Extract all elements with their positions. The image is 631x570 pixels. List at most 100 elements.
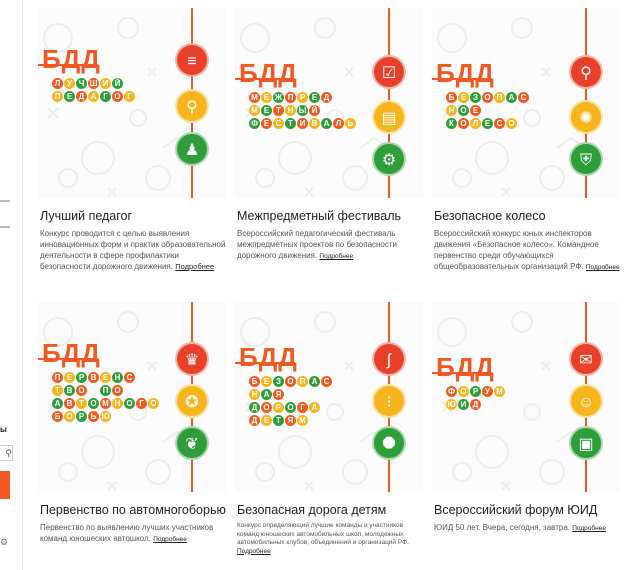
letter-tile: Р <box>297 92 308 103</box>
gear-icon[interactable]: ⚙ <box>0 537 9 547</box>
letter-tile: Р <box>76 372 87 383</box>
program-card[interactable]: БДД М Е Ж П Р Е Д М Е Т Н Ы Й Ф Е С Т И В А Л Ь ☑ ▤ ⚙ Межпредметны… <box>235 8 423 268</box>
program-card[interactable]: БДД Ф О Р У М Ю И Д ✉ ☺ ▣ Всероссийский форум ЮИД ЮИД… <box>432 302 620 562</box>
card-title[interactable]: Первенство по автомногоборью <box>40 503 226 517</box>
card-banner[interactable]: БДД П Е Р В Е Н С Т В О П О А В Т О М Н О Г О Б О Р Ь Ю ♛ ✪ ❦ <box>38 302 226 492</box>
letter-tile: Ь <box>345 118 356 129</box>
chat-icon: ✉ <box>569 342 603 376</box>
letter-tile: О <box>285 402 296 413</box>
more-link[interactable]: Подробнее <box>585 264 620 271</box>
letter-tile: Е <box>482 118 493 129</box>
letter-tile: Е <box>261 118 272 129</box>
letter-tile: Г <box>100 91 111 102</box>
letter-tile: О <box>112 385 123 396</box>
letter-tile: М <box>297 415 308 426</box>
letter-tile: Е <box>100 372 111 383</box>
letter-tile: Ь <box>88 411 99 422</box>
more-link[interactable]: Подробнее <box>319 253 354 260</box>
card-description-text: Всероссийский конкурс юных инспекторов д… <box>434 229 599 271</box>
medal-icon: ✪ <box>175 384 209 418</box>
program-card[interactable]: БДД Л У Ч Ш И Й П Е Д А Г О Г ≡ ⚲ ♟ Лучший педагог Конкурс… <box>38 8 226 271</box>
card-title[interactable]: Безопасное колесо <box>434 209 546 223</box>
card-title[interactable]: Лучший педагог <box>40 209 133 223</box>
more-link[interactable]: Подробнее <box>153 536 187 543</box>
badge-underline <box>432 78 492 80</box>
letter-tile: П <box>100 385 111 396</box>
stop-sign-icon: ⯃ <box>372 426 406 460</box>
letter-tile: Р <box>273 402 284 413</box>
letter-tile: О <box>482 92 493 103</box>
letter-tile: Г <box>124 91 135 102</box>
letter-tile: Н <box>446 105 457 116</box>
letter-tile: И <box>458 399 469 410</box>
card-title[interactable]: Всероссийский форум ЮИД <box>434 503 598 517</box>
teacher-icon: ♟ <box>175 132 209 166</box>
letter-tile: И <box>297 118 308 129</box>
card-banner[interactable]: БДД Б Е З О П А С Н О Е К О Л Е С О ⚲ ✺ ⛨ <box>432 8 620 198</box>
letter-tile: Л <box>470 118 481 129</box>
more-link[interactable]: Подробнее <box>237 547 271 555</box>
letter-tile: У <box>482 386 493 397</box>
letter-tile: В <box>64 385 75 396</box>
letter-tile: О <box>506 118 517 129</box>
gear-bulb-icon: ⚙ <box>372 142 406 176</box>
shield-hand-icon: ⛨ <box>569 142 603 176</box>
more-link[interactable]: Подробнее <box>175 262 215 271</box>
letter-tile: С <box>321 376 332 387</box>
letter-tile: Т <box>285 118 296 129</box>
program-card[interactable]: БДД Б Е З О П А С Н А Я Д О Р О Г А Д Е Т Я М ∫ ⁝ ⯃ Безопасная до… <box>235 302 423 562</box>
program-card[interactable]: БДД Б Е З О П А С Н О Е К О Л Е С О ⚲ ✺ ⛨ Безопасное колесо В… <box>432 8 620 271</box>
magnifier-icon: ⚲ <box>175 89 209 123</box>
letter-tile: Л <box>52 78 63 89</box>
card-banner[interactable]: БДД М Е Ж П Р Е Д М Е Т Н Ы Й Ф Е С Т И В А Л Ь ☑ ▤ ⚙ <box>235 8 423 198</box>
program-card[interactable]: БДД П Е Р В Е Н С Т В О П О А В Т О М Н О Г О Б О Р Ь Ю ♛ ✪ ❦ Первенст… <box>38 302 226 562</box>
letter-tile: П <box>285 92 296 103</box>
laurel-icon: ❦ <box>175 426 209 460</box>
letter-tile: В <box>88 372 99 383</box>
letter-tile: М <box>494 386 505 397</box>
letter-tile: С <box>518 92 529 103</box>
search-icon[interactable]: ⚲ <box>0 445 13 461</box>
card-banner[interactable]: БДД Ф О Р У М Ю И Д ✉ ☺ ▣ <box>432 302 620 492</box>
traffic-light-icon: ⁝ <box>372 384 406 418</box>
card-description: Всероссийский педагогический фестиваль м… <box>237 228 423 262</box>
card-description: Всероссийский конкурс юных инспекторов д… <box>434 228 620 273</box>
badge-underline <box>235 78 295 80</box>
card-title[interactable]: Межпредметный фестиваль <box>237 209 402 223</box>
sidebar-search-button[interactable] <box>0 471 10 499</box>
card-title[interactable]: Безопасная дорога детям <box>237 503 387 517</box>
letter-tile: Т <box>273 105 284 116</box>
letter-tile: К <box>446 118 457 129</box>
letter-tile: У <box>64 78 75 89</box>
letter-tile: С <box>273 118 284 129</box>
letter-tile: Д <box>470 399 481 410</box>
badge-underline <box>432 372 492 374</box>
letter-tile: Й <box>112 78 123 89</box>
letter-tile: А <box>52 398 63 409</box>
left-sidebar: ы ⚲ ⚙ <box>0 0 23 570</box>
letter-tile: П <box>52 91 63 102</box>
letter-tile: О <box>64 411 75 422</box>
letter-tile: Б <box>249 376 260 387</box>
letter-tile: С <box>494 118 505 129</box>
more-link[interactable]: Подробнее <box>572 525 606 532</box>
letter-tile: Т <box>273 415 284 426</box>
letter-tile: О <box>458 118 469 129</box>
card-banner[interactable]: БДД Б Е З О П А С Н А Я Д О Р О Г А Д Е Т Я М ∫ ⁝ ⯃ <box>235 302 423 492</box>
card-banner[interactable]: БДД Л У Ч Ш И Й П Е Д А Г О Г ≡ ⚲ ♟ <box>38 8 226 198</box>
